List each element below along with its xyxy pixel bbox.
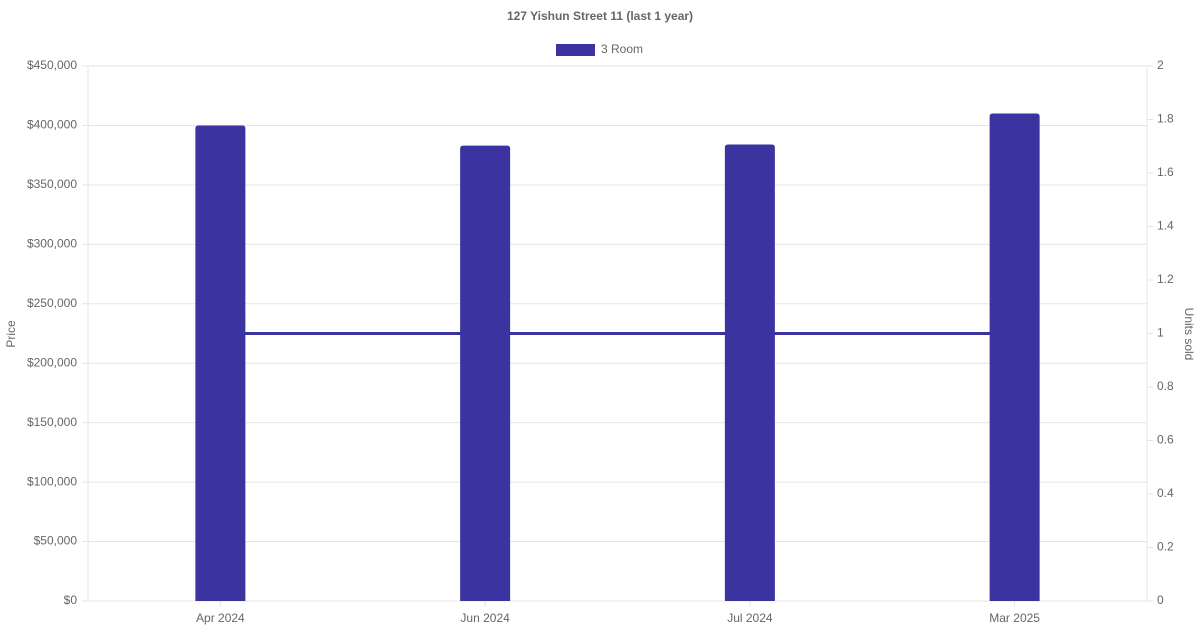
y-tick-label: $300,000 <box>27 237 77 251</box>
y-tick-label: $400,000 <box>27 118 77 132</box>
x-tick-label: Mar 2025 <box>989 611 1040 625</box>
x-tick-label: Apr 2024 <box>196 611 245 625</box>
y-tick-label: $450,000 <box>27 58 77 72</box>
y2-tick-label: 1.6 <box>1157 165 1174 179</box>
y-tick-label: $0 <box>64 593 78 607</box>
legend-swatch <box>556 44 595 56</box>
y2-tick-label: 1.4 <box>1157 219 1174 233</box>
y-tick-label: $100,000 <box>27 474 77 488</box>
bar <box>724 144 775 601</box>
chart-title: 127 Yishun Street 11 (last 1 year) <box>507 9 693 23</box>
y2-tick-label: 0 <box>1157 593 1164 607</box>
bar <box>989 113 1040 602</box>
bar <box>460 145 511 601</box>
y-tick-label: $200,000 <box>27 355 77 369</box>
y-tick-label: $50,000 <box>34 534 78 548</box>
y2-tick-label: 1.8 <box>1157 112 1174 126</box>
y-tick-label: $150,000 <box>27 415 77 429</box>
y-axis-title: Price <box>4 320 18 348</box>
y-tick-label: $250,000 <box>27 296 77 310</box>
y2-tick-label: 1 <box>1157 326 1164 340</box>
y-tick-label: $350,000 <box>27 177 77 191</box>
y2-tick-label: 0.4 <box>1157 486 1174 500</box>
x-tick-label: Jun 2024 <box>460 611 510 625</box>
y2-tick-label: 0.6 <box>1157 433 1174 447</box>
y2-tick-label: 1.2 <box>1157 272 1174 286</box>
y2-axis-title: Units sold <box>1182 308 1196 361</box>
x-tick-label: Jul 2024 <box>727 611 773 625</box>
y2-tick-label: 0.2 <box>1157 540 1174 554</box>
y2-tick-label: 0.8 <box>1157 379 1174 393</box>
bar <box>195 125 246 601</box>
legend-label: 3 Room <box>601 42 643 56</box>
y2-tick-label: 2 <box>1157 58 1164 72</box>
